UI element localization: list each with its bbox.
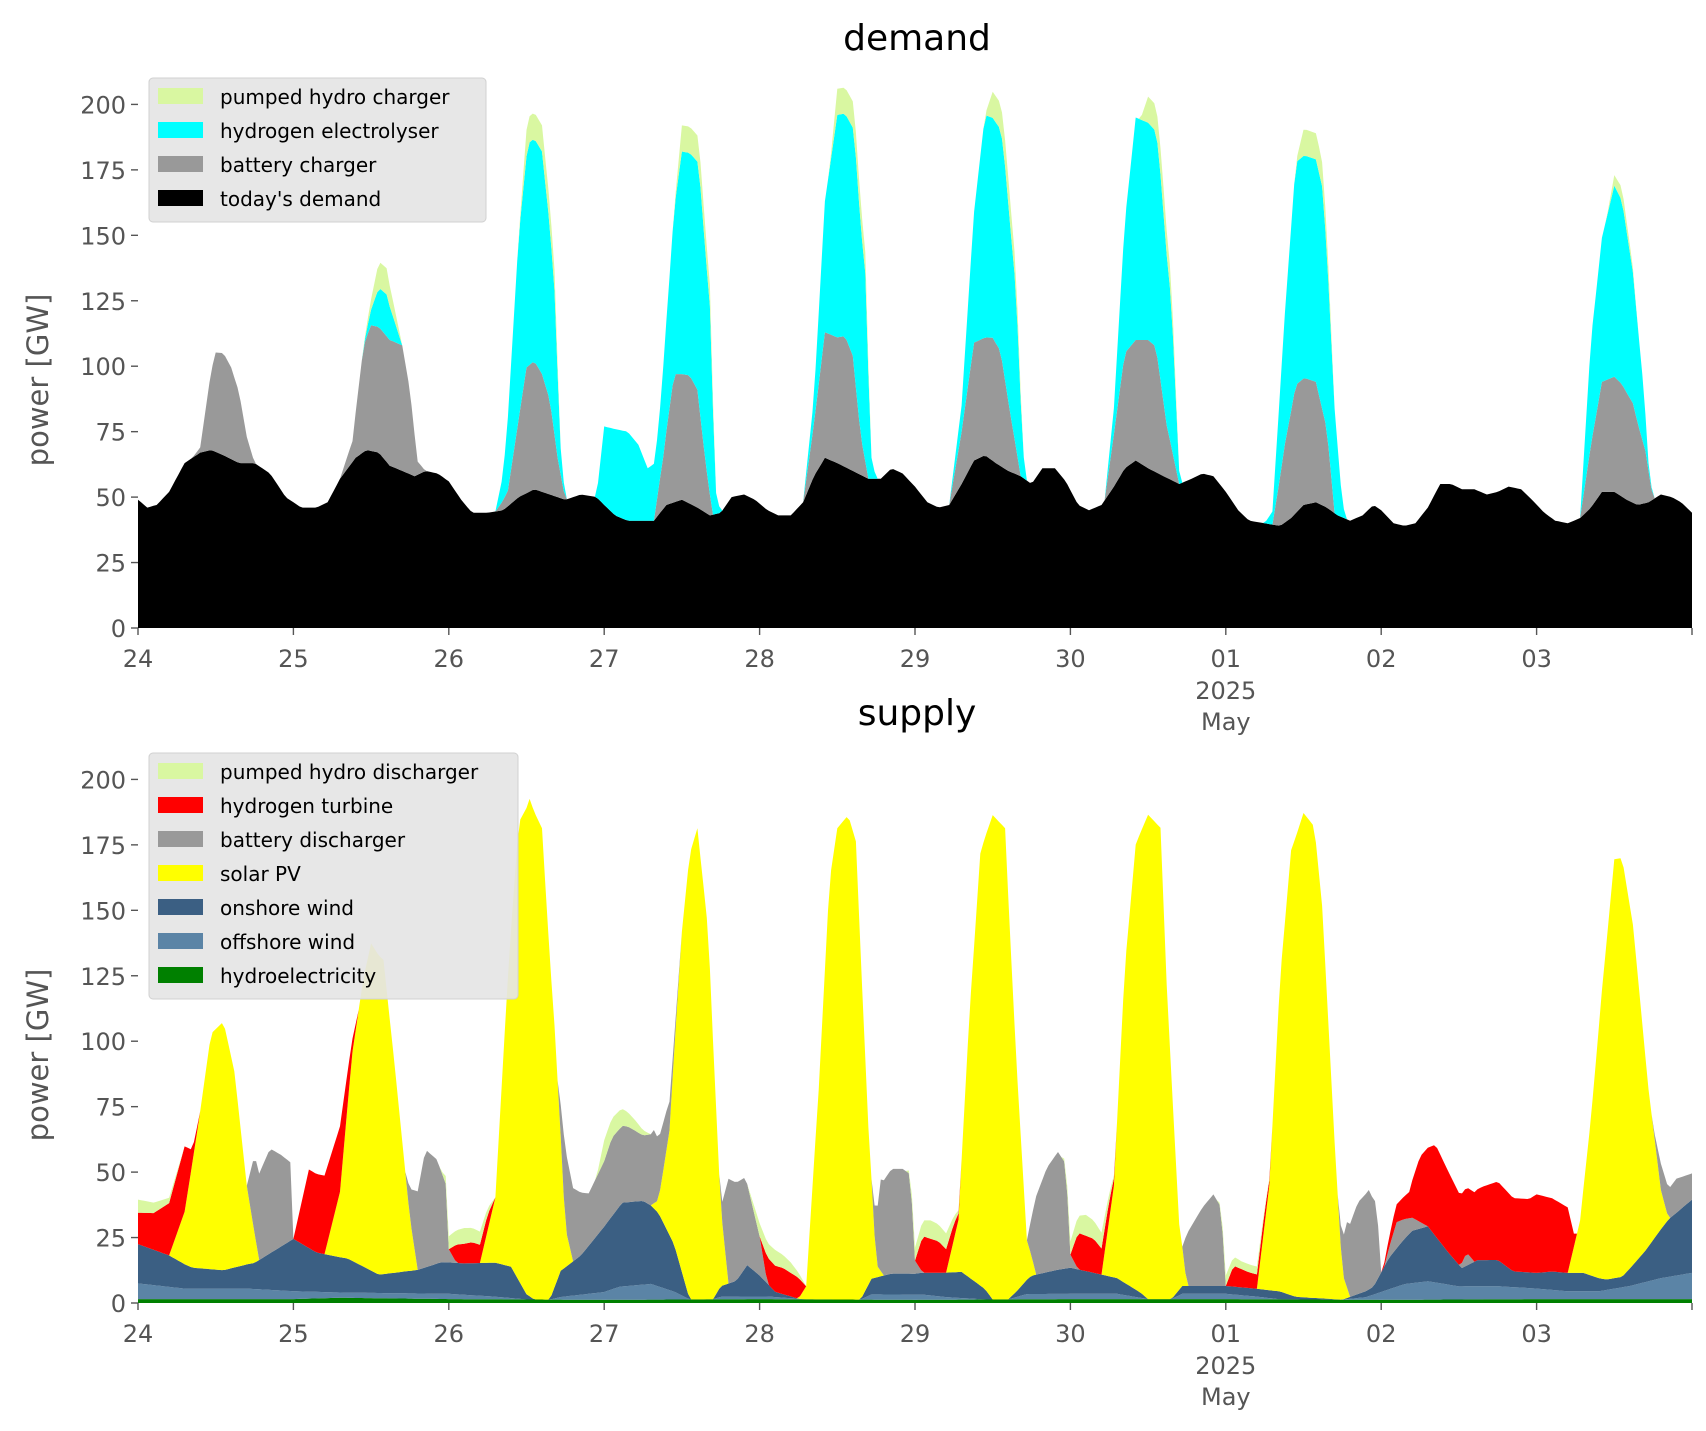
demand-legend-label-hydrogen-electrolyser: hydrogen electrolyser (220, 119, 439, 143)
demand-area-layers (138, 87, 1692, 628)
supply-x-tick-label: 02 (1366, 1320, 1397, 1348)
supply-x-tick-label: 03 (1521, 1320, 1552, 1348)
supply-legend-label-hydrogen-turbine: hydrogen turbine (220, 794, 393, 818)
demand-x-tick-label: 01 (1211, 645, 1242, 673)
demand-x-sublabel: 2025 (1195, 677, 1256, 705)
demand-legend-label-pumped-hydro-charger: pumped hydro charger (220, 85, 450, 109)
supply-x-sublabel: May (1201, 1383, 1251, 1411)
supply-legend-swatch-hydrogen-turbine (158, 797, 203, 813)
demand-x-tick-label: 29 (900, 645, 931, 673)
demand-area-battery-charger (138, 325, 1692, 526)
demand-x-tick-label: 30 (1055, 645, 1086, 673)
demand-y-tick-label: 150 (80, 222, 126, 250)
demand-x-tick-label: 25 (278, 645, 309, 673)
demand-title: demand (843, 18, 991, 59)
supply-y-tick-label: 125 (80, 963, 126, 991)
supply-axes: 0 25 50 75 100 125 150 175 200 24 25 26 27 28 29 30 01 02… (80, 766, 1693, 1411)
supply-legend-swatch-offshore-wind (158, 933, 203, 949)
demand-legend: pumped hydro charger hydrogen electrolyse… (148, 77, 487, 223)
supply-area-onshore-wind (138, 1199, 1692, 1300)
demand-y-tick-label: 0 (111, 615, 126, 643)
demand-y-axis-label: power [GW] (21, 294, 55, 467)
supply-legend-swatch-battery-discharger (158, 831, 203, 847)
supply-legend-label-pumped-hydro-discharger: pumped hydro discharger (220, 760, 479, 784)
supply-legend-label-solar-pv: solar PV (220, 862, 301, 886)
demand-panel: demand power [GW] 0 25 50 75 100 125 150 175 200… (21, 18, 1693, 736)
supply-y-tick-label: 100 (80, 1028, 126, 1056)
supply-x-tick-label: 25 (278, 1320, 309, 1348)
supply-x-tick-label: 30 (1055, 1320, 1086, 1348)
supply-legend-box (148, 752, 519, 1000)
supply-y-tick-label: 175 (80, 832, 126, 860)
supply-area-hydrogen-turbine (138, 798, 1692, 1299)
demand-area-today-s-demand (138, 450, 1692, 628)
supply-legend-swatch-onshore-wind (158, 899, 203, 915)
supply-y-tick-label: 25 (95, 1225, 126, 1253)
supply-title: supply (858, 693, 977, 734)
demand-legend-label-today-s-demand: today's demand (220, 187, 381, 211)
supply-area-layers (138, 798, 1692, 1303)
supply-x-tick-label: 27 (589, 1320, 620, 1348)
demand-x-tick-label: 26 (434, 645, 465, 673)
supply-x-sublabel: 2025 (1195, 1352, 1256, 1380)
demand-legend-label-battery-charger: battery charger (220, 153, 377, 177)
supply-legend-swatch-pumped-hydro-discharger (158, 763, 203, 779)
demand-y-tick-label: 175 (80, 157, 126, 185)
supply-legend-swatch-solar-pv (158, 865, 203, 881)
supply-y-tick-label: 75 (95, 1094, 126, 1122)
supply-y-tick-label: 50 (95, 1159, 126, 1187)
supply-legend-label-hydroelectricity: hydroelectricity (220, 964, 376, 988)
demand-legend-swatch-today-s-demand (158, 190, 203, 206)
supply-legend-label-battery-discharger: battery discharger (220, 828, 406, 852)
supply-x-tick-label: 24 (123, 1320, 154, 1348)
supply-area-hydroelectricity (138, 1297, 1692, 1303)
demand-legend-swatch-battery-charger (158, 156, 203, 172)
demand-y-tick-label: 25 (95, 550, 126, 578)
demand-legend-swatch-hydrogen-electrolyser (158, 122, 203, 138)
supply-legend-label-onshore-wind: onshore wind (220, 896, 354, 920)
supply-legend-label-offshore-wind: offshore wind (220, 930, 355, 954)
supply-area-solar-pv (138, 798, 1692, 1300)
supply-legend: pumped hydro discharger hydrogen turbine b… (148, 752, 519, 1000)
supply-x-tick-label: 01 (1211, 1320, 1242, 1348)
demand-x-tick-label: 03 (1521, 645, 1552, 673)
demand-x-tick-label: 28 (744, 645, 775, 673)
supply-x-tick-label: 26 (434, 1320, 465, 1348)
demand-x-tick-label: 24 (123, 645, 154, 673)
supply-y-tick-label: 0 (111, 1290, 126, 1318)
supply-legend-swatch-hydroelectricity (158, 967, 203, 983)
demand-legend-box (148, 77, 487, 223)
supply-y-tick-label: 150 (80, 897, 126, 925)
supply-x-tick-label: 28 (744, 1320, 775, 1348)
demand-y-tick-label: 50 (95, 484, 126, 512)
demand-area-hydrogen-electrolyser (138, 113, 1692, 526)
demand-y-tick-label: 75 (95, 419, 126, 447)
demand-x-tick-label: 02 (1366, 645, 1397, 673)
demand-y-tick-label: 200 (80, 91, 126, 119)
demand-y-tick-label: 100 (80, 353, 126, 381)
demand-y-tick-label: 125 (80, 288, 126, 316)
demand-axes: 0 25 50 75 100 125 150 175 200 24 25 26 27 28 29 30 01 02… (80, 91, 1693, 736)
demand-x-tick-label: 27 (589, 645, 620, 673)
supply-y-tick-label: 200 (80, 766, 126, 794)
demand-x-sublabel: May (1201, 708, 1251, 736)
supply-x-tick-label: 29 (900, 1320, 931, 1348)
demand-legend-swatch-pumped-hydro-charger (158, 88, 203, 104)
supply-y-axis-label: power [GW] (21, 969, 55, 1142)
supply-panel: supply power [GW] 0 25 50 75 100 125 150 175 200… (21, 693, 1693, 1411)
supply-area-offshore-wind (138, 1272, 1692, 1300)
